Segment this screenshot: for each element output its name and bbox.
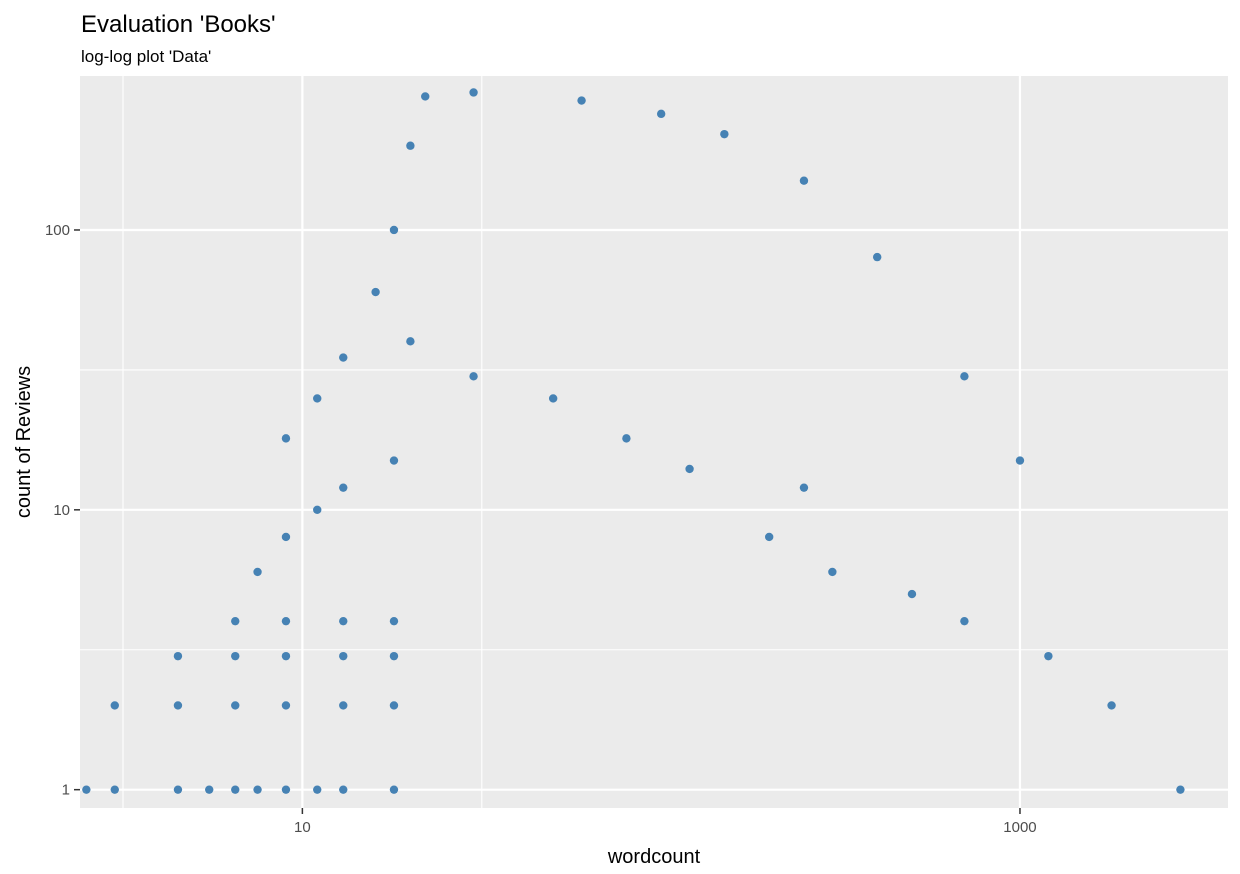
data-point <box>110 785 119 794</box>
data-point <box>764 532 774 542</box>
data-point <box>421 92 430 101</box>
x-axis-title: wordcount <box>607 846 701 868</box>
data-point <box>371 287 380 297</box>
data-point <box>281 785 291 794</box>
x-tick-label: 10 <box>294 819 311 836</box>
data-point <box>339 483 348 492</box>
data-point <box>389 785 399 794</box>
data-point <box>406 337 415 346</box>
data-point <box>313 505 322 515</box>
y-tick-label: 1 <box>62 782 70 799</box>
data-point <box>231 785 240 794</box>
data-point <box>1176 785 1185 794</box>
data-point <box>469 372 478 381</box>
data-point <box>389 456 399 465</box>
data-point <box>622 434 631 443</box>
chart-title: Evaluation 'Books' <box>81 11 276 38</box>
data-point <box>313 785 322 794</box>
data-point <box>799 483 809 492</box>
data-point <box>173 651 183 661</box>
y-tick-label: 10 <box>53 502 70 519</box>
y-axis-title: count of Reviews <box>13 366 35 518</box>
data-points <box>82 88 1185 794</box>
data-point <box>339 353 348 362</box>
data-point <box>1015 456 1025 465</box>
data-point <box>281 434 291 443</box>
data-point <box>389 616 399 626</box>
data-point <box>389 651 399 661</box>
axes: 10 1000 1 10 100 <box>45 222 1037 836</box>
data-point <box>339 651 348 661</box>
data-point <box>339 785 348 794</box>
data-point <box>960 372 969 381</box>
data-point <box>313 394 322 403</box>
data-point <box>577 96 586 105</box>
y-tick-label: 100 <box>45 222 70 239</box>
data-point <box>253 785 262 794</box>
data-point <box>281 651 291 661</box>
data-point <box>406 141 415 150</box>
data-point <box>685 464 694 474</box>
data-point <box>960 616 969 626</box>
data-point <box>281 616 291 626</box>
data-point <box>281 701 291 710</box>
data-point <box>339 701 348 710</box>
data-point <box>720 129 729 139</box>
data-point <box>1044 651 1053 661</box>
grid-lines <box>80 76 1228 808</box>
chart-subtitle: log-log plot 'Data' <box>81 47 211 66</box>
data-point <box>205 785 214 794</box>
data-point <box>281 532 291 542</box>
plot-panel <box>80 76 1228 808</box>
data-point <box>799 176 809 185</box>
data-point <box>173 785 183 794</box>
data-point <box>253 567 262 577</box>
data-point <box>656 109 666 119</box>
data-point <box>828 567 837 577</box>
data-point <box>110 701 119 710</box>
data-point <box>231 651 240 661</box>
data-point <box>339 616 348 626</box>
data-point <box>389 225 399 235</box>
data-point <box>872 252 882 262</box>
x-tick-label: 1000 <box>1003 819 1036 836</box>
data-point <box>173 701 183 710</box>
data-point <box>231 701 240 710</box>
data-point <box>82 785 91 794</box>
data-point <box>389 701 399 710</box>
data-point <box>469 88 478 97</box>
data-point <box>231 616 240 626</box>
data-point <box>907 589 917 599</box>
data-point <box>548 394 558 403</box>
data-point <box>1107 701 1116 710</box>
